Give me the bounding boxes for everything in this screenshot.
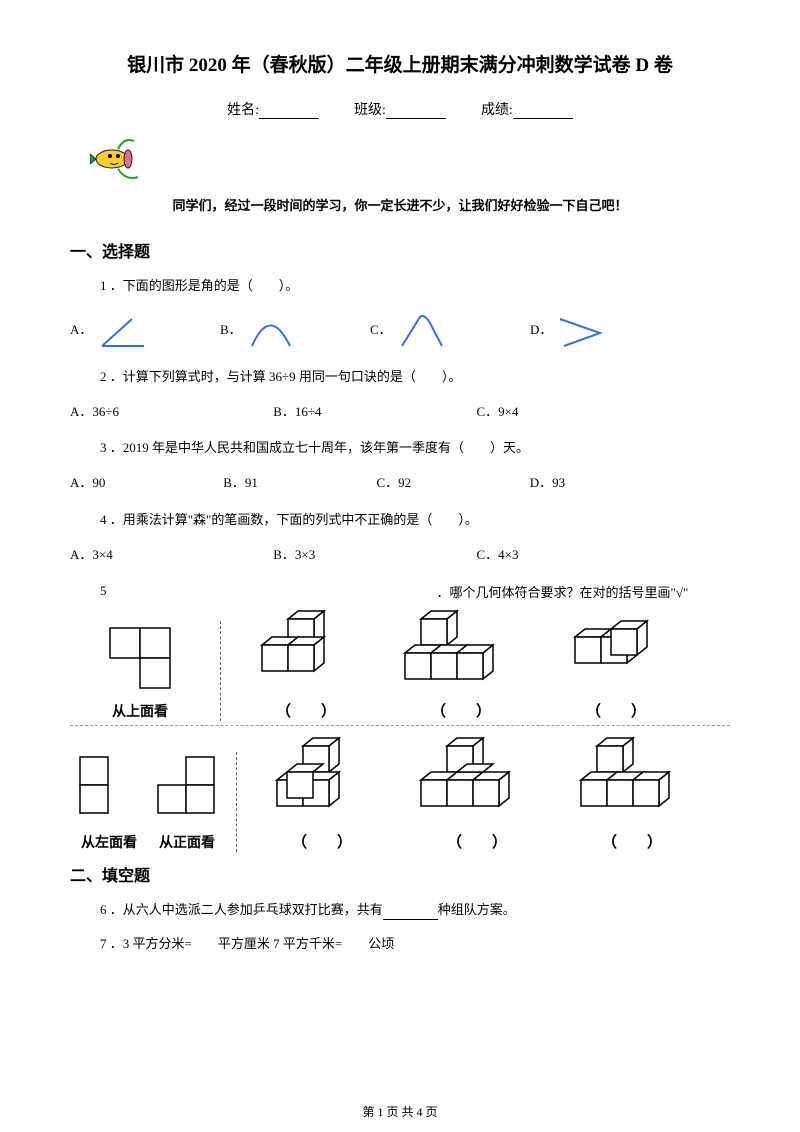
name-blank[interactable] <box>259 105 319 119</box>
page-footer: 第 1 页 共 4 页 <box>0 1103 800 1120</box>
q2-options: A．36÷6 B．16÷4 C．9×4 <box>70 402 730 423</box>
q4-opt-b: B．3×3 <box>273 545 473 566</box>
paren-5[interactable]: （ ） <box>397 831 557 852</box>
q3-opt-b: B．91 <box>223 473 373 494</box>
score-blank[interactable] <box>513 105 573 119</box>
q3-opt-a: A．90 <box>70 473 220 494</box>
q3-opt-d: D．93 <box>530 473 565 494</box>
angle-icon-d <box>552 311 612 351</box>
q6-blank[interactable] <box>383 908 438 920</box>
class-blank[interactable] <box>386 105 446 119</box>
left-view-icon <box>74 751 144 823</box>
q7-c: 公顷 <box>368 936 394 951</box>
q5-tail: 哪个几何体符合要求？在对的括号里画"√" <box>450 582 689 601</box>
dashed-divider <box>70 725 730 726</box>
q2-opt-a: A．36÷6 <box>70 402 270 423</box>
vertical-separator <box>220 621 221 721</box>
q6-pre: 6 ．从六人中选派二人参加乒乓球双打比赛，共有 <box>100 902 383 917</box>
cube-icon-3 <box>551 609 681 691</box>
q7-b: 平方厘米 7 平方千米= <box>218 936 342 951</box>
front-view-icon <box>152 751 222 823</box>
q5-row2: 从左面看 从正面看 （ ） <box>70 734 730 852</box>
q2-opt-c: C．9×4 <box>477 402 519 423</box>
curve-icon-b <box>242 311 302 351</box>
q3-options: A．90 B．91 C．92 D．93 <box>70 473 730 494</box>
q1-text: 1 ．下面的图形是角的是（ ）。 <box>100 276 730 297</box>
score-label: 成绩: <box>481 103 513 118</box>
q7-text: 7 ．3 平方分米= 平方厘米 7 平方千米= 公顷 <box>100 934 730 955</box>
name-label: 姓名: <box>227 103 259 118</box>
cube-icon-5 <box>407 734 547 822</box>
section-1-header: 一、选择题 <box>70 238 730 262</box>
curve-icon-c <box>392 311 452 351</box>
q1-opt-b: B． <box>220 320 242 341</box>
left-view-label: 从左面看 <box>70 832 148 852</box>
paren-2[interactable]: （ ） <box>381 700 541 721</box>
q2-text: 2 ．计算下列算式时，与计算 36÷9 用同一句口诀的是（ ）。 <box>100 367 730 388</box>
q1-opt-c: C． <box>370 320 392 341</box>
q7-a: 7 ．3 平方分米= <box>100 936 192 951</box>
cube-icon-6 <box>567 734 697 822</box>
q3-text: 3 ．2019 年是中华人民共和国成立七十周年，该年第一季度有（ ）天。 <box>100 438 730 459</box>
paren-6[interactable]: （ ） <box>557 831 707 852</box>
q1-opt-d: D． <box>530 320 552 341</box>
q1-options: A． B． C． D． <box>70 311 730 351</box>
q3-opt-c: C．92 <box>377 473 527 494</box>
q4-opt-c: C．4×3 <box>477 545 519 566</box>
section-2-header: 二、填空题 <box>70 862 730 886</box>
q5-dot: ． <box>437 582 450 601</box>
info-line: 姓名: 班级: 成绩: <box>70 99 730 119</box>
vertical-separator-2 <box>236 752 237 852</box>
paren-3[interactable]: （ ） <box>541 700 691 721</box>
pencil-mascot <box>90 131 730 187</box>
class-label: 班级: <box>354 103 386 118</box>
front-view-label: 从正面看 <box>148 832 226 852</box>
top-view-icon <box>90 620 190 692</box>
cube-icon-4 <box>257 734 387 822</box>
intro-text: 同学们，经过一段时间的学习，你一定长进不少，让我们好好检验一下自己吧！ <box>70 195 730 214</box>
q1-opt-a: A． <box>70 320 92 341</box>
cube-icon-1 <box>246 609 366 691</box>
top-view-label: 从上面看 <box>70 701 210 721</box>
q5-row1: 从上面看 （ ） （ ） <box>70 609 730 721</box>
paren-4[interactable]: （ ） <box>247 831 397 852</box>
q4-opt-a: A．3×4 <box>70 545 270 566</box>
q2-opt-b: B．16÷4 <box>273 402 473 423</box>
q5-num: 5 <box>100 583 107 599</box>
paren-1[interactable]: （ ） <box>231 700 381 721</box>
page-title: 银川市 2020 年（春秋版）二年级上册期末满分冲刺数学试卷 D 卷 <box>70 50 730 77</box>
q4-options: A．3×4 B．3×3 C．4×3 <box>70 545 730 566</box>
angle-icon-a <box>92 311 152 351</box>
q6-text: 6 ．从六人中选派二人参加乒乓球双打比赛，共有 种组队方案。 <box>100 900 730 921</box>
q4-text: 4 ．用乘法计算"森"的笔画数，下面的列式中不正确的是（ ）。 <box>100 510 730 531</box>
cube-icon-2 <box>391 609 531 691</box>
q5-text: 5 ． 哪个几何体符合要求？在对的括号里画"√" <box>100 582 730 601</box>
q6-post: 种组队方案。 <box>438 902 516 917</box>
